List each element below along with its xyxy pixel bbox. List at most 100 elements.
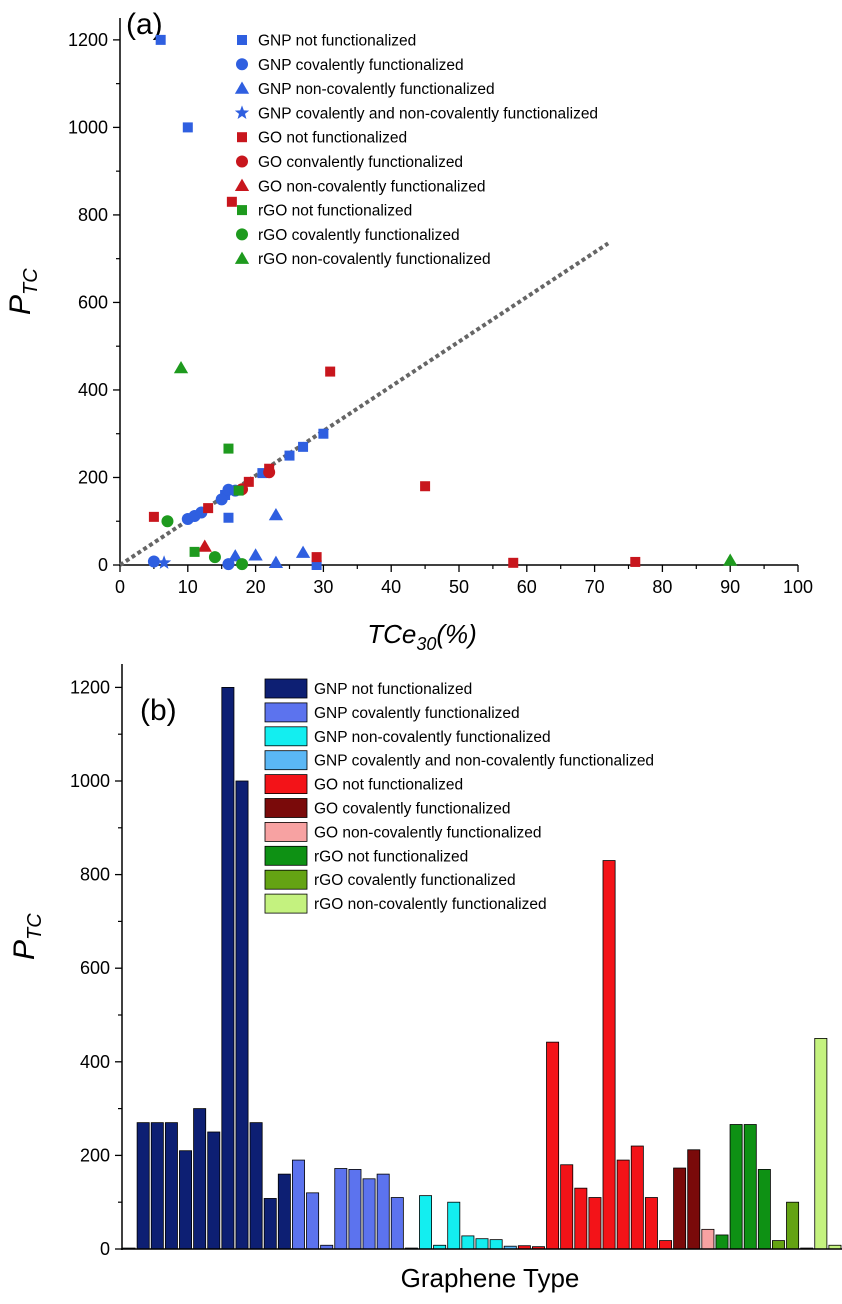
point-rgo-not-functionalized (233, 485, 244, 496)
bar-gnp-not-functionalized (207, 1131, 221, 1250)
legend-label-a: GNP covalently functionalized (258, 57, 464, 74)
bar-gnp-covalently-functionalized (334, 1168, 348, 1250)
point-go-non-covalently-functionalized (197, 539, 212, 552)
bar-go-not-functionalized (659, 1240, 672, 1250)
bar-rgo-covalently-functionalized (786, 1201, 800, 1250)
panel-b-y-tick-label: 400 (80, 1052, 110, 1072)
bar-panel-b: (b) PTC Graphene Type 0 200 400 600 800 1000 1… (8, 664, 842, 1293)
panel-b-y-tick-label: 800 (80, 865, 110, 885)
bar-gnp-not-functionalized (263, 1198, 277, 1250)
legend-marker-a-go-not-functionalized (237, 132, 247, 143)
point-go-not-functionalized (630, 556, 641, 567)
legend-label-a: rGO non-covalently functionalized (258, 251, 491, 268)
legend-label-a: GNP non-covalently functionalized (258, 81, 495, 98)
legend-swatch-b-go-not-functionalized (264, 774, 308, 794)
bar-gnp-not-functionalized (164, 1122, 178, 1250)
point-gnp-covalently-functionalized (147, 555, 160, 568)
bar-gnp-covalently-functionalized (390, 1197, 404, 1250)
panel-b-y-tick-label: 1000 (70, 771, 110, 791)
bar-go-not-functionalized (574, 1187, 588, 1250)
legend-label-b: GO non-covalently functionalized (314, 824, 541, 841)
panel-a-x-tick-label: 10 (178, 577, 198, 597)
legend-label-a: GO non-covalently functionalized (258, 178, 485, 195)
legend-label-b: GNP non-covalently functionalized (314, 729, 551, 746)
point-go-not-functionalized (148, 511, 159, 522)
panel-a-x-tick-label: 20 (246, 577, 266, 597)
legend-label-a: GO not functionalized (258, 130, 407, 147)
bar-gnp-not-functionalized (150, 1122, 164, 1250)
panel-a-y-axis-title-sub: TC (20, 268, 42, 295)
point-rgo-non-covalently-functionalized (723, 553, 738, 566)
bar-rgo-not-functionalized (715, 1234, 729, 1250)
point-gnp-not-functionalized (318, 428, 329, 439)
panel-a-x-tick-label: 50 (449, 577, 469, 597)
legend-marker-a-go-convalently-functionalized (236, 155, 248, 168)
panel-a-y-tick-label: 1000 (68, 117, 108, 137)
bar-gnp-covalently-functionalized (376, 1173, 390, 1250)
bar-rgo-covalently-functionalized (772, 1240, 785, 1250)
point-rgo-covalently-functionalized (161, 515, 174, 528)
panel-a-x-axis-title-suffix: (%) (436, 619, 476, 649)
legend-swatch-b-gnp-not-functionalized (264, 678, 308, 699)
legend-label-b: rGO covalently functionalized (314, 872, 516, 889)
panel-a-x-tick-label: 40 (381, 577, 401, 597)
bar-go-not-functionalized (616, 1159, 630, 1250)
panel-a-x-axis-title-sub: 30 (416, 634, 436, 654)
bar-gnp-not-functionalized (277, 1173, 291, 1250)
point-gnp-non-covalently-functionalized (295, 545, 311, 558)
panel-a-x-tick-label: 100 (783, 577, 813, 597)
panel-b-y-axis-title-sub: TC (24, 913, 46, 940)
legend-label-a: rGO covalently functionalized (258, 227, 460, 244)
legend-swatch-b-go-non-covalently-functionalized (264, 822, 308, 842)
bar-go-not-functionalized (546, 1041, 560, 1250)
panel-a-x-tick-label: 0 (115, 577, 125, 597)
point-go-not-functionalized (508, 557, 519, 568)
panel-a-y-axis-title: PTC (4, 268, 42, 315)
legend-label-a: rGO not functionalized (258, 203, 412, 220)
legend-label-b: rGO not functionalized (314, 848, 468, 865)
legend-label-a: GO convalently functionalized (258, 154, 463, 171)
legend-swatch-b-rgo-not-functionalized (264, 845, 308, 866)
panel-a-x-tick-label: 70 (585, 577, 605, 597)
bar-rgo-not-functionalized (743, 1124, 757, 1250)
bar-gnp-not-functionalized (179, 1150, 192, 1250)
legend-marker-a-rgo-covalently-functionalized (236, 228, 248, 241)
panel-a-y-axis-title-main: P (4, 295, 37, 315)
bar-go-not-functionalized (644, 1197, 658, 1250)
point-go-not-functionalized (226, 196, 237, 207)
panel-a-x-tick-label: 80 (652, 577, 672, 597)
legend-label-b: GO covalently functionalized (314, 801, 510, 818)
bar-gnp-covalently-functionalized (362, 1178, 376, 1250)
panel-a-x-axis-title: TCe30(%) (367, 619, 477, 654)
point-gnp-non-covalently-functionalized (268, 507, 284, 521)
panel-a-x-axis-title-main: TCe (367, 619, 416, 649)
legend-swatch-b-gnp-covalently-and-non-covalently-functionalized (264, 750, 308, 771)
panel-a-y-tick-label: 0 (98, 555, 108, 575)
legend-label-b: GNP covalently and non-covalently functi… (314, 753, 654, 770)
point-gnp-not-functionalized (284, 450, 295, 461)
bar-gnp-non-covalently-functionalized (461, 1235, 475, 1250)
point-go-not-functionalized (325, 366, 336, 377)
point-rgo-covalently-functionalized (236, 558, 249, 571)
point-gnp-not-functionalized (223, 512, 234, 523)
legend-swatch-b-gnp-non-covalently-functionalized (264, 726, 308, 747)
point-gnp-not-functionalized (182, 122, 193, 133)
bar-go-not-functionalized (588, 1197, 602, 1250)
legend-label-a: GNP covalently and non-covalently functi… (258, 105, 598, 122)
bar-gnp-non-covalently-functionalized (489, 1239, 503, 1250)
bar-go-not-functionalized (560, 1164, 574, 1250)
bar-rgo-non-covalently-functionalized (814, 1038, 828, 1250)
point-gnp-covalently-and-non-covalently-functionalized (156, 555, 172, 569)
legend-label-b: GNP not functionalized (314, 681, 472, 698)
point-gnp-non-covalently-functionalized (248, 548, 263, 561)
panel-a-y-tick-label: 600 (78, 292, 108, 312)
bar-go-not-functionalized (602, 860, 616, 1250)
point-go-not-functionalized (243, 476, 254, 487)
point-rgo-covalently-functionalized (208, 551, 221, 564)
panel-a-y-tick-label: 400 (78, 380, 108, 400)
point-gnp-non-covalently-functionalized (228, 549, 243, 562)
bar-rgo-not-functionalized (729, 1124, 743, 1250)
legend-swatch-b-go-covalently-functionalized (264, 798, 308, 818)
panel-a-x-tick-label: 30 (313, 577, 333, 597)
panel-b-y-tick-label: 200 (80, 1145, 110, 1165)
